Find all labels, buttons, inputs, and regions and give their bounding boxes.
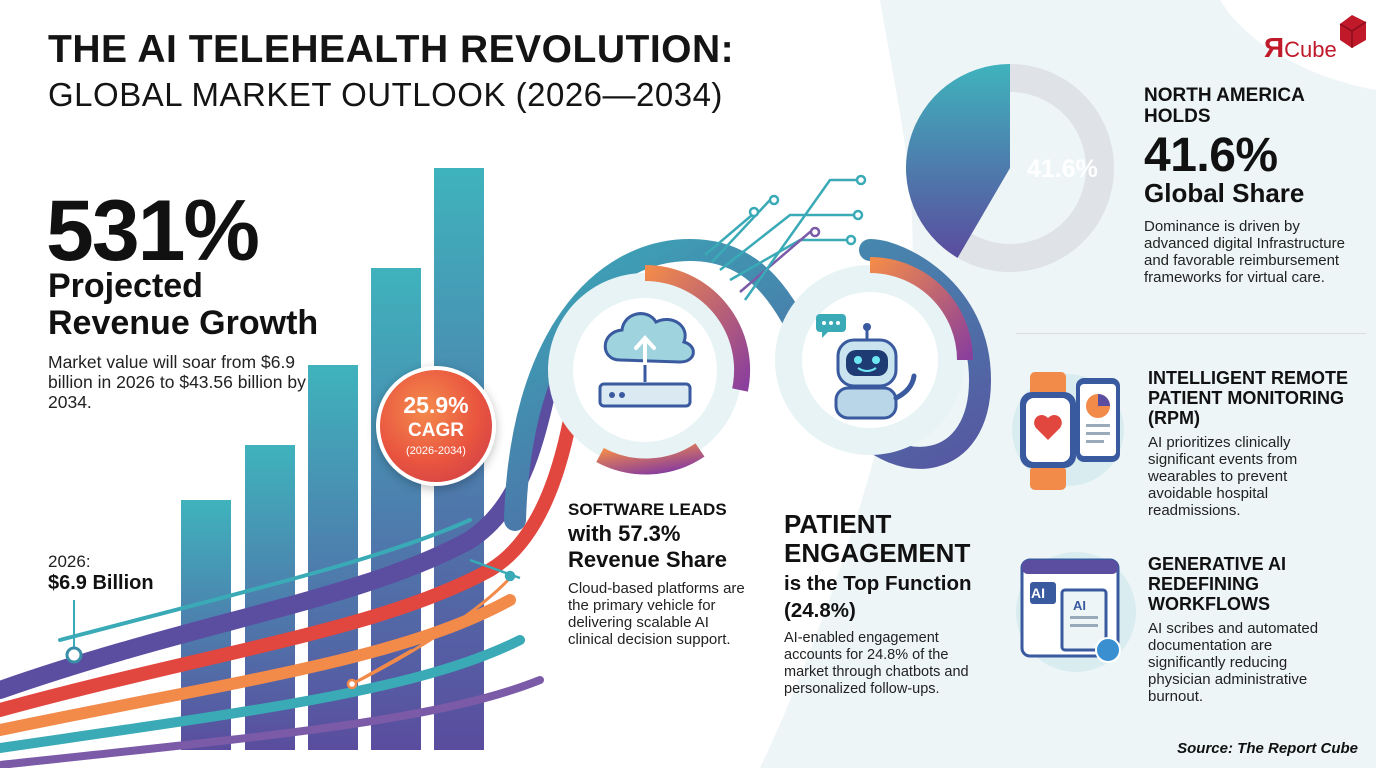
north-america-label: Global Share bbox=[1144, 178, 1305, 208]
patient-body: AI-enabled engagement accounts for 24.8%… bbox=[784, 630, 969, 697]
cagr-period: (2026-2034) bbox=[406, 445, 466, 457]
north-america-value: 41.6% bbox=[1144, 129, 1278, 182]
wave-ribbons bbox=[0, 321, 577, 768]
divider bbox=[1016, 333, 1366, 334]
growth-label-line1: Projected bbox=[48, 267, 203, 305]
source-note: Source: The Report Cube bbox=[1177, 740, 1358, 757]
cagr-badge: 25.9% CAGR (2026-2034) bbox=[376, 366, 496, 486]
start-marker bbox=[65, 600, 83, 664]
genai-doc-tag-2: AI bbox=[1073, 598, 1086, 613]
logo-cube-icon bbox=[1339, 15, 1367, 48]
patient-heading: PATIENT ENGAGEMENT bbox=[784, 509, 971, 568]
rpm-body: AI prioritizes clinically significant ev… bbox=[1148, 434, 1298, 519]
circuit-lines-icon bbox=[346, 174, 867, 690]
chatbot-icon bbox=[834, 323, 917, 420]
north-america-heading: NORTH AMERICA HOLDS bbox=[1144, 85, 1305, 127]
page-subtitle: GLOBAL MARKET OUTLOOK (2026—2034) bbox=[48, 76, 723, 113]
genai-heading: GENERATIVE AI REDEFINING WORKFLOWS bbox=[1148, 554, 1287, 614]
pie-slice-north-america bbox=[906, 64, 1010, 258]
growth-description: Market value will soar from $6.9 billion… bbox=[48, 352, 306, 412]
smartwatch-icon bbox=[1020, 372, 1076, 490]
growth-label-line2: Revenue Growth bbox=[48, 304, 319, 342]
server-icon bbox=[598, 365, 692, 408]
logo: ЯCube bbox=[1264, 32, 1337, 64]
ai-document-icon bbox=[1020, 558, 1121, 663]
start-year-label: 2026: bbox=[48, 552, 91, 571]
genai-doc-tag: AI bbox=[1031, 585, 1045, 601]
genai-body: AI scribes and automated documentation a… bbox=[1148, 620, 1319, 705]
cagr-label: CAGR bbox=[408, 420, 464, 441]
patient-subheading: is the Top Function (24.8%) bbox=[784, 572, 972, 622]
logo-text: Cube bbox=[1284, 37, 1337, 62]
cloud-upload-icon bbox=[603, 312, 695, 367]
growth-label: Projected Revenue Growth bbox=[48, 268, 318, 342]
start-year-value: $6.9 Billion bbox=[48, 572, 154, 594]
pie-label: 41.6% bbox=[1027, 155, 1098, 183]
software-heading: SOFTWARE LEADS bbox=[568, 500, 727, 519]
chat-bubble-icon bbox=[816, 314, 846, 338]
phone-chart-icon bbox=[1076, 378, 1120, 462]
logo-mark: Я bbox=[1264, 32, 1285, 63]
growth-percent: 531% bbox=[46, 183, 260, 279]
north-america-body: Dominance is driven by advanced digital … bbox=[1144, 218, 1345, 286]
software-subheading: with 57.3% Revenue Share bbox=[568, 521, 727, 572]
page-title: THE AI TELEHEALTH REVOLUTION: bbox=[48, 28, 735, 71]
north-america-pie bbox=[906, 64, 1114, 272]
cagr-value: 25.9% bbox=[403, 392, 469, 418]
software-body: Cloud-based platforms are the primary ve… bbox=[568, 580, 745, 648]
rpm-heading: INTELLIGENT REMOTE PATIENT MONITORING (R… bbox=[1148, 368, 1348, 428]
